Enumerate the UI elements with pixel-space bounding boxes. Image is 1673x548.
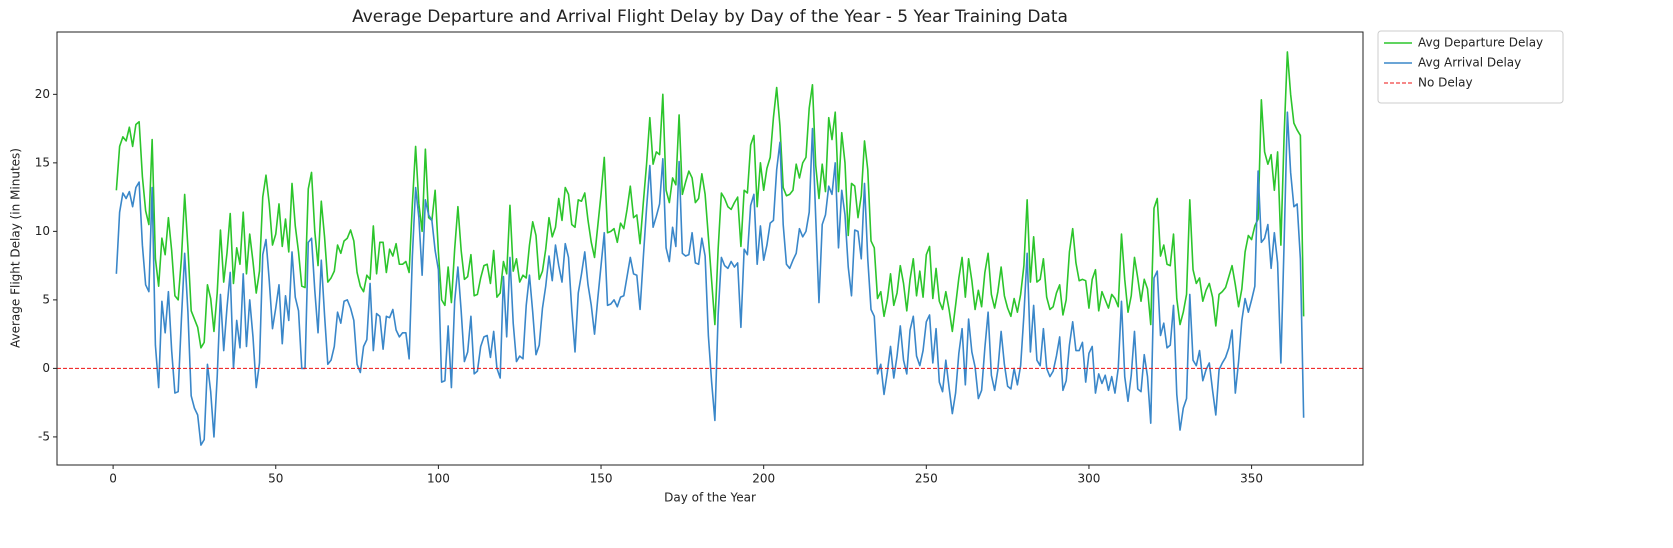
legend-label: No Delay xyxy=(1418,76,1473,90)
x-tick-label: 350 xyxy=(1240,472,1263,486)
x-tick-label: 150 xyxy=(590,472,613,486)
legend-label: Avg Departure Delay xyxy=(1418,36,1543,50)
y-tick-label: 20 xyxy=(35,87,50,101)
x-axis-label: Day of the Year xyxy=(664,491,756,505)
series-line xyxy=(115,51,1305,349)
legend-box xyxy=(1377,30,1564,104)
x-tick-label: 100 xyxy=(427,472,450,486)
x-tick-label: 50 xyxy=(268,472,283,486)
y-axis-label: Average Flight Delay (in Minutes) xyxy=(9,148,23,348)
legend: Avg Departure Delay Avg Arrival Delay No D… xyxy=(1377,30,1564,104)
y-tick-label: -5 xyxy=(38,429,50,443)
legend-label: Avg Arrival Delay xyxy=(1418,56,1521,70)
y-tick-label: 0 xyxy=(42,361,50,375)
x-tick-label: 200 xyxy=(752,472,775,486)
x-tick-label: 250 xyxy=(915,472,938,486)
series-line xyxy=(115,111,1305,446)
x-tick-label: 0 xyxy=(109,472,117,486)
y-tick-label: 10 xyxy=(35,224,50,238)
y-tick-label: 5 xyxy=(42,292,50,306)
chart-title: Average Departure and Arrival Flight Del… xyxy=(352,7,1068,27)
plot-frame xyxy=(56,31,1364,466)
y-tick-label: 15 xyxy=(35,155,50,169)
x-tick-label: 300 xyxy=(1077,472,1100,486)
